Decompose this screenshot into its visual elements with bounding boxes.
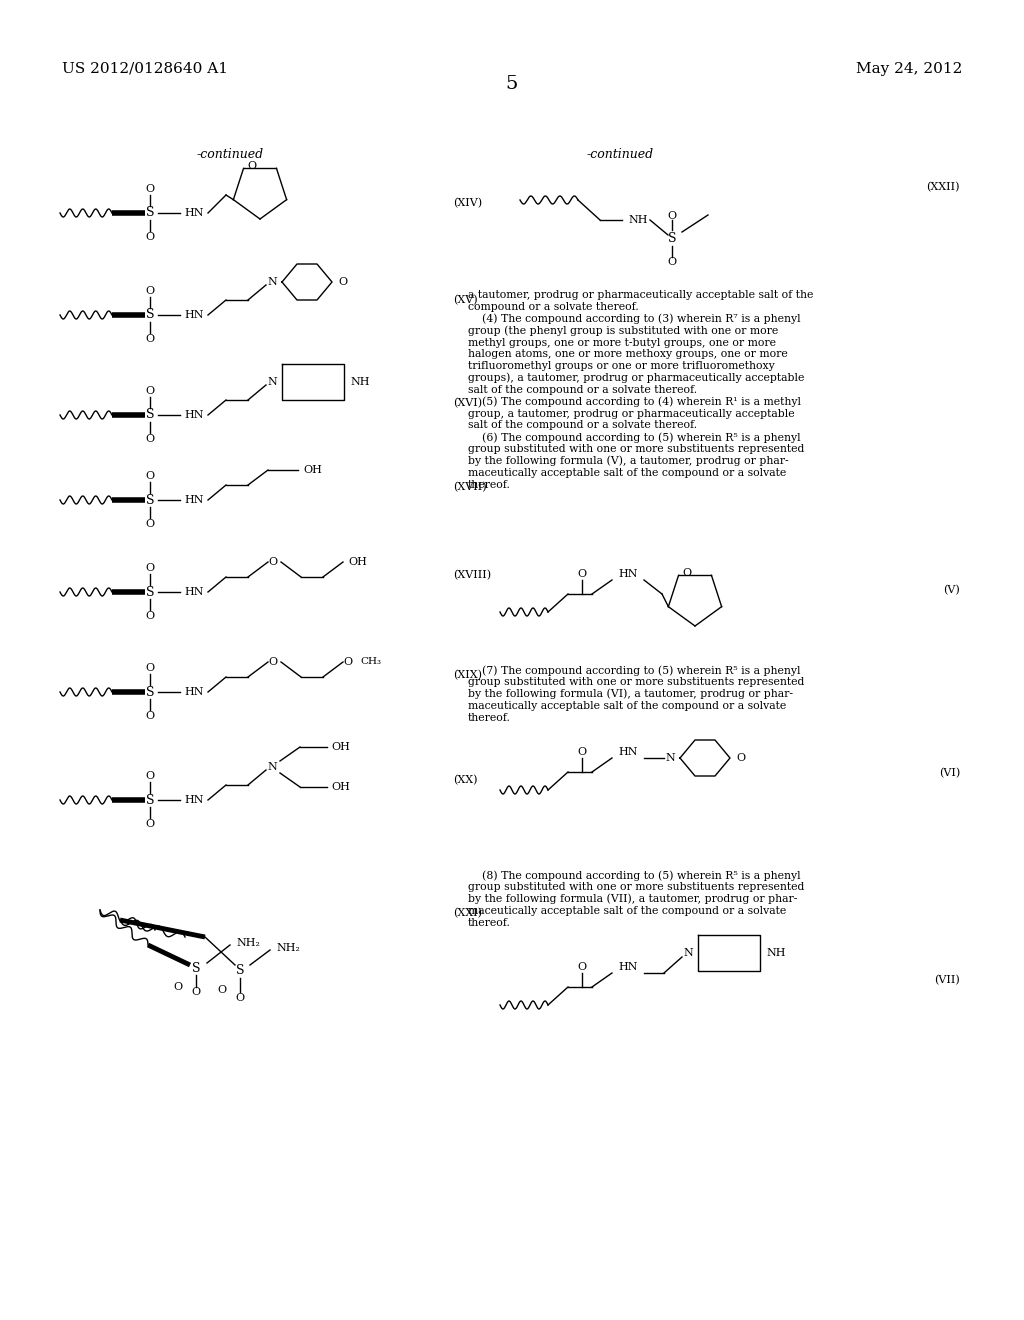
Text: HN: HN bbox=[618, 747, 638, 756]
Text: N: N bbox=[267, 378, 276, 387]
Text: N: N bbox=[666, 752, 675, 763]
Text: O: O bbox=[145, 611, 155, 620]
Text: O: O bbox=[343, 657, 352, 667]
Text: -continued: -continued bbox=[197, 148, 263, 161]
Text: (VI): (VI) bbox=[939, 768, 961, 779]
Text: OH: OH bbox=[331, 781, 350, 792]
Text: (XVII): (XVII) bbox=[453, 482, 486, 492]
Text: S: S bbox=[145, 494, 155, 507]
Text: O: O bbox=[668, 211, 677, 220]
Text: HN: HN bbox=[184, 209, 204, 218]
Text: NH: NH bbox=[628, 215, 647, 224]
Text: (XIV): (XIV) bbox=[453, 198, 482, 209]
Text: (XXII): (XXII) bbox=[927, 182, 961, 193]
Text: (XIX): (XIX) bbox=[453, 671, 482, 680]
Text: O: O bbox=[145, 434, 155, 444]
Text: N: N bbox=[267, 762, 276, 772]
Text: (VII): (VII) bbox=[934, 975, 961, 985]
Text: S: S bbox=[145, 685, 155, 698]
Text: O: O bbox=[338, 277, 347, 286]
Text: HN: HN bbox=[618, 962, 638, 972]
Text: S: S bbox=[668, 231, 676, 244]
Text: O: O bbox=[236, 993, 245, 1003]
Text: S: S bbox=[145, 206, 155, 219]
Text: N: N bbox=[267, 277, 276, 286]
Text: (XXI): (XXI) bbox=[453, 908, 482, 919]
Text: NH₂: NH₂ bbox=[276, 942, 300, 953]
Text: S: S bbox=[145, 408, 155, 421]
Text: O: O bbox=[145, 385, 155, 396]
Text: O: O bbox=[145, 771, 155, 781]
Text: OH: OH bbox=[348, 557, 367, 568]
Text: O: O bbox=[145, 818, 155, 829]
Text: S: S bbox=[145, 793, 155, 807]
Text: (8) The compound according to (5) wherein R⁵ is a phenyl
group substituted with : (8) The compound according to (5) wherei… bbox=[468, 870, 805, 928]
Text: (XVIII): (XVIII) bbox=[453, 570, 492, 581]
Text: OH: OH bbox=[303, 465, 322, 475]
Text: O: O bbox=[145, 711, 155, 721]
Text: O: O bbox=[578, 747, 587, 756]
Text: US 2012/0128640 A1: US 2012/0128640 A1 bbox=[62, 62, 228, 77]
Text: NH₂: NH₂ bbox=[236, 939, 260, 948]
Text: S: S bbox=[236, 964, 245, 977]
Text: NH: NH bbox=[350, 378, 370, 387]
Text: HN: HN bbox=[184, 310, 204, 319]
Text: HN: HN bbox=[184, 795, 204, 805]
Text: O: O bbox=[145, 334, 155, 345]
Text: O: O bbox=[217, 985, 226, 995]
Text: S: S bbox=[145, 586, 155, 598]
Text: S: S bbox=[191, 961, 201, 974]
Text: O: O bbox=[578, 569, 587, 579]
Text: O: O bbox=[248, 161, 257, 172]
Text: OH: OH bbox=[331, 742, 350, 752]
Text: O: O bbox=[736, 752, 745, 763]
Text: HN: HN bbox=[618, 569, 638, 579]
Text: O: O bbox=[683, 569, 691, 578]
Text: May 24, 2012: May 24, 2012 bbox=[856, 62, 962, 77]
Text: O: O bbox=[578, 962, 587, 972]
Text: (XX): (XX) bbox=[453, 775, 477, 785]
Text: O: O bbox=[145, 471, 155, 480]
Text: 5: 5 bbox=[506, 75, 518, 92]
Text: NH: NH bbox=[766, 948, 785, 958]
Text: O: O bbox=[268, 657, 278, 667]
Text: HN: HN bbox=[184, 686, 204, 697]
Text: -continued: -continued bbox=[587, 148, 653, 161]
Text: (XV): (XV) bbox=[453, 294, 477, 305]
Text: O: O bbox=[268, 557, 278, 568]
Text: N: N bbox=[683, 948, 693, 958]
Text: O: O bbox=[145, 663, 155, 673]
Text: O: O bbox=[145, 286, 155, 296]
Text: HN: HN bbox=[184, 495, 204, 506]
Text: S: S bbox=[145, 309, 155, 322]
Text: (XVI): (XVI) bbox=[453, 399, 482, 408]
Text: HN: HN bbox=[184, 411, 204, 420]
Text: CH₃: CH₃ bbox=[360, 657, 381, 667]
Text: O: O bbox=[191, 987, 201, 997]
Text: O: O bbox=[145, 183, 155, 194]
Text: O: O bbox=[173, 982, 182, 993]
Text: O: O bbox=[668, 257, 677, 267]
Text: a tautomer, prodrug or pharmaceutically acceptable salt of the
compound or a sol: a tautomer, prodrug or pharmaceutically … bbox=[468, 290, 813, 490]
Text: (V): (V) bbox=[943, 585, 961, 595]
Text: O: O bbox=[145, 564, 155, 573]
Text: O: O bbox=[145, 519, 155, 529]
Text: HN: HN bbox=[184, 587, 204, 597]
Text: O: O bbox=[145, 232, 155, 242]
Text: (7) The compound according to (5) wherein R⁵ is a phenyl
group substituted with : (7) The compound according to (5) wherei… bbox=[468, 665, 805, 722]
